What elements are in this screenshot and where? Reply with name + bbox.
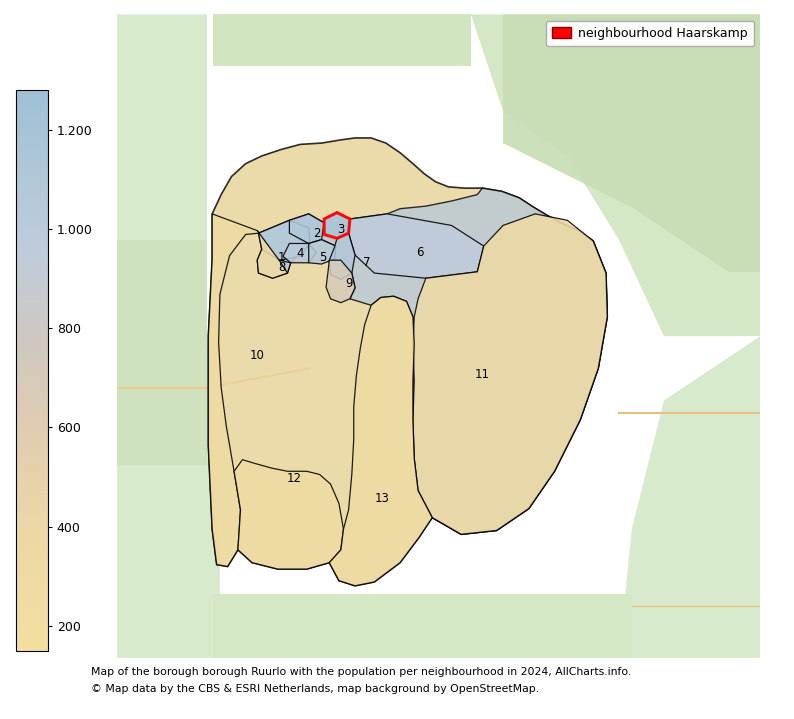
Polygon shape <box>259 220 310 260</box>
Text: 7: 7 <box>363 256 370 270</box>
Polygon shape <box>413 214 607 534</box>
Polygon shape <box>309 239 336 264</box>
Polygon shape <box>330 233 355 280</box>
Polygon shape <box>349 214 484 278</box>
Polygon shape <box>283 244 317 262</box>
Polygon shape <box>117 239 207 465</box>
Polygon shape <box>503 14 761 272</box>
Text: © Map data by the CBS & ESRI Netherlands, map background by OpenStreetMap.: © Map data by the CBS & ESRI Netherlands… <box>91 684 539 695</box>
Polygon shape <box>208 138 607 586</box>
Legend: neighbourhood Haarskamp: neighbourhood Haarskamp <box>545 21 754 46</box>
Text: 6: 6 <box>415 246 423 259</box>
Polygon shape <box>257 249 291 278</box>
Polygon shape <box>289 214 324 244</box>
Text: 1: 1 <box>277 251 285 264</box>
Text: 8: 8 <box>278 262 285 275</box>
Polygon shape <box>471 14 761 336</box>
Text: 10: 10 <box>250 349 264 362</box>
Text: 5: 5 <box>319 251 326 264</box>
Text: 9: 9 <box>345 277 353 290</box>
Text: 11: 11 <box>475 368 490 381</box>
Polygon shape <box>326 260 355 303</box>
Polygon shape <box>257 188 607 534</box>
Polygon shape <box>324 213 350 238</box>
Text: 3: 3 <box>337 224 345 237</box>
Text: 12: 12 <box>287 472 302 485</box>
Polygon shape <box>117 14 220 658</box>
Text: 4: 4 <box>297 247 304 260</box>
Polygon shape <box>214 594 632 658</box>
Polygon shape <box>214 14 471 66</box>
Polygon shape <box>619 336 761 658</box>
Polygon shape <box>234 459 344 569</box>
Text: 13: 13 <box>375 492 390 505</box>
Polygon shape <box>330 296 432 586</box>
Text: Map of the borough borough Ruurlo with the population per neighbourhood in 2024,: Map of the borough borough Ruurlo with t… <box>91 667 631 677</box>
Text: 2: 2 <box>313 226 320 239</box>
Polygon shape <box>208 214 287 567</box>
